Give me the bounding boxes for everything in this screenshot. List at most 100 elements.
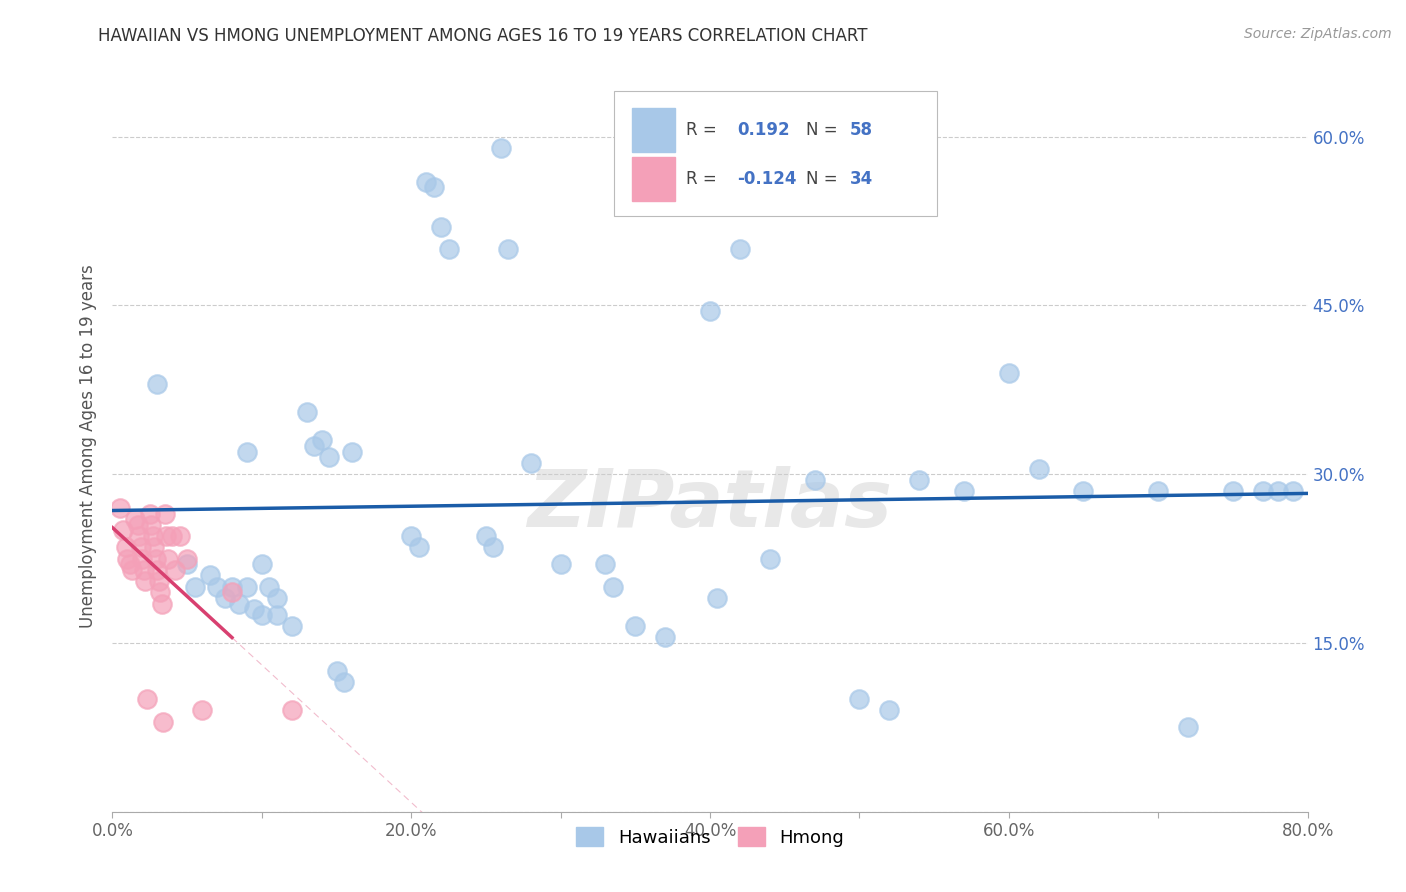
- Point: [1028, 461, 1050, 475]
- Point: [803, 473, 825, 487]
- Point: [1267, 483, 1289, 498]
- Point: [129, 541, 152, 555]
- Point: [624, 619, 647, 633]
- Text: R =: R =: [686, 121, 723, 139]
- Point: [295, 405, 318, 419]
- Point: [699, 304, 721, 318]
- Text: ZIPatlas: ZIPatlas: [527, 466, 893, 543]
- Point: [162, 529, 183, 543]
- Point: [134, 574, 156, 588]
- Text: N =: N =: [806, 121, 837, 139]
- Point: [489, 141, 512, 155]
- Point: [243, 602, 266, 616]
- Point: [169, 529, 191, 543]
- Point: [183, 580, 205, 594]
- Point: [198, 568, 221, 582]
- Point: [221, 585, 243, 599]
- Point: [1147, 483, 1170, 498]
- Point: [214, 591, 236, 605]
- Point: [132, 563, 155, 577]
- Point: [124, 512, 146, 526]
- Point: [654, 630, 676, 644]
- Point: [1222, 483, 1244, 498]
- Text: Source: ZipAtlas.com: Source: ZipAtlas.com: [1244, 27, 1392, 41]
- Point: [437, 242, 460, 256]
- Point: [1073, 483, 1095, 498]
- Point: [150, 597, 173, 611]
- Point: [879, 703, 901, 717]
- Point: [155, 529, 177, 543]
- Point: [401, 529, 423, 543]
- Point: [236, 580, 259, 594]
- Point: [602, 580, 624, 594]
- Point: [250, 607, 273, 622]
- Text: 58: 58: [849, 121, 873, 139]
- Point: [728, 242, 751, 256]
- Y-axis label: Unemployment Among Ages 16 to 19 years: Unemployment Among Ages 16 to 19 years: [79, 264, 97, 628]
- Point: [340, 444, 363, 458]
- Point: [153, 507, 176, 521]
- Point: [302, 439, 325, 453]
- Point: [156, 551, 179, 566]
- Point: [111, 524, 134, 538]
- Point: [498, 242, 520, 256]
- Point: [266, 607, 288, 622]
- Point: [259, 580, 281, 594]
- Point: [1177, 720, 1199, 734]
- Point: [311, 434, 333, 448]
- Point: [143, 541, 166, 555]
- Point: [127, 517, 149, 532]
- Point: [131, 551, 153, 566]
- Point: [848, 692, 870, 706]
- Point: [236, 444, 259, 458]
- Point: [1281, 483, 1303, 498]
- FancyBboxPatch shape: [614, 91, 938, 216]
- Point: [998, 366, 1021, 380]
- Point: [550, 557, 572, 571]
- Text: HAWAIIAN VS HMONG UNEMPLOYMENT AMONG AGES 16 TO 19 YEARS CORRELATION CHART: HAWAIIAN VS HMONG UNEMPLOYMENT AMONG AGE…: [98, 27, 868, 45]
- Point: [141, 517, 163, 532]
- Point: [759, 551, 782, 566]
- Point: [176, 557, 198, 571]
- Point: [139, 507, 162, 521]
- FancyBboxPatch shape: [633, 109, 675, 152]
- Point: [953, 483, 976, 498]
- Point: [148, 574, 170, 588]
- Text: 0.192: 0.192: [738, 121, 790, 139]
- Point: [422, 180, 444, 194]
- Point: [121, 563, 143, 577]
- Point: [595, 557, 617, 571]
- Point: [281, 619, 304, 633]
- Point: [706, 591, 728, 605]
- Point: [415, 175, 437, 189]
- Text: N =: N =: [806, 170, 837, 188]
- Point: [333, 675, 356, 690]
- Point: [318, 450, 340, 465]
- Point: [117, 551, 139, 566]
- Point: [108, 500, 131, 515]
- Text: 34: 34: [849, 170, 873, 188]
- Point: [482, 541, 505, 555]
- Point: [149, 585, 172, 599]
- Point: [475, 529, 498, 543]
- Point: [281, 703, 304, 717]
- Point: [145, 551, 167, 566]
- Point: [408, 541, 430, 555]
- Point: [1251, 483, 1274, 498]
- Point: [908, 473, 931, 487]
- Point: [250, 557, 273, 571]
- Point: [128, 529, 150, 543]
- Point: [146, 563, 169, 577]
- Point: [120, 557, 142, 571]
- FancyBboxPatch shape: [633, 158, 675, 201]
- Point: [228, 597, 250, 611]
- Point: [430, 219, 453, 234]
- Text: -0.124: -0.124: [738, 170, 797, 188]
- Point: [221, 580, 243, 594]
- Point: [176, 551, 198, 566]
- Point: [325, 664, 347, 678]
- Point: [205, 580, 228, 594]
- Point: [266, 591, 288, 605]
- Point: [115, 541, 138, 555]
- Point: [191, 703, 214, 717]
